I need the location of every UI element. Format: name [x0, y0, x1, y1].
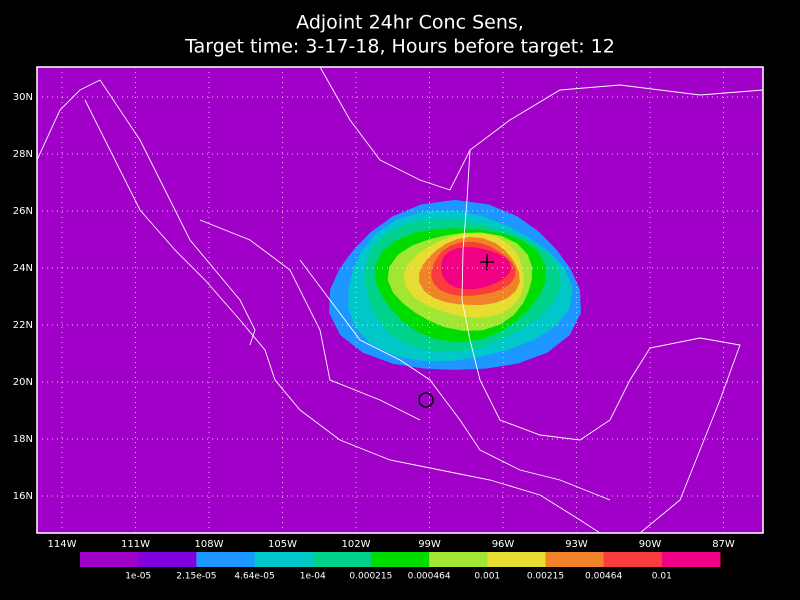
lon-label: 108W — [195, 539, 224, 550]
lat-label: 22N — [13, 320, 33, 331]
lon-label: 96W — [492, 539, 515, 550]
state-border — [199, 219, 421, 421]
lon-label: 90W — [639, 539, 662, 550]
plume — [329, 199, 581, 370]
lat-label: 24N — [13, 263, 33, 274]
lat-label: 20N — [13, 377, 33, 388]
colorbar-box — [429, 552, 488, 567]
coastline — [36, 79, 101, 161]
plume-level — [441, 247, 512, 290]
colorbar-box — [545, 552, 605, 567]
colorbar-box — [603, 552, 663, 567]
title-line: Adjoint 24hr Conc Sens, — [296, 12, 524, 34]
lon-label: 93W — [565, 539, 588, 550]
colorbar-box — [487, 552, 546, 567]
colorbar-label: 1e-04 — [300, 572, 326, 582]
colorbar-label: 4.64e-05 — [234, 572, 274, 582]
colorbar-label: 0.001 — [474, 572, 500, 582]
colorbar-label: 0.00464 — [585, 572, 622, 582]
colorbar-label: 1e-05 — [125, 572, 151, 582]
lon-label: 105W — [268, 539, 297, 550]
state-border — [299, 259, 611, 501]
colorbar-box — [138, 552, 197, 567]
colorbar-label: 0.000215 — [349, 572, 392, 582]
lon-label: 87W — [712, 539, 735, 550]
colorbar-label: 0.01 — [652, 572, 672, 582]
lat-label: 26N — [13, 206, 33, 217]
lon-label: 99W — [418, 539, 441, 550]
source-marker — [418, 392, 434, 408]
colorbar-label: 0.000464 — [408, 572, 451, 582]
map-frame — [36, 66, 764, 534]
colorbar-box — [370, 552, 430, 567]
title-line: Target time: 3-17-18, Hours before targe… — [184, 36, 615, 58]
lat-label: 18N — [13, 434, 33, 445]
colorbar-box — [254, 552, 314, 567]
lon-label: 111W — [121, 539, 150, 550]
colorbar-box — [196, 552, 256, 567]
colorbar-box — [661, 552, 721, 567]
lat-label: 30N — [13, 92, 33, 103]
coastline — [461, 149, 741, 534]
lat-label: 28N — [13, 149, 33, 160]
colorbar-box — [80, 552, 139, 567]
colorbar-label: 0.00215 — [527, 572, 564, 582]
lon-label: 114W — [48, 539, 77, 550]
colorbar-label: 2.15e-05 — [176, 572, 216, 582]
lon-label: 102W — [342, 539, 371, 550]
coastlines — [36, 66, 764, 534]
colorbar-box — [312, 552, 372, 567]
lat-label: 16N — [13, 491, 33, 502]
coastline — [84, 99, 601, 534]
